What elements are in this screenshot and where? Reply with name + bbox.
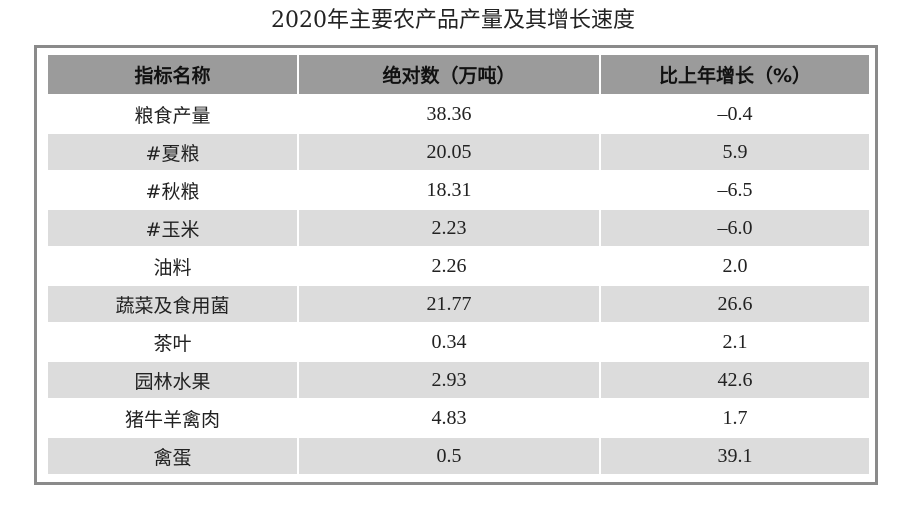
table-row: #秋粮 18.31 –6.5 (48, 170, 869, 208)
cell-value: 2.26 (299, 246, 601, 284)
cell-name: #玉米 (48, 208, 299, 246)
table-row: #夏粮 20.05 5.9 (48, 132, 869, 170)
table-row: 猪牛羊禽肉 4.83 1.7 (48, 398, 869, 436)
cell-growth: 39.1 (601, 436, 869, 474)
cell-growth: 1.7 (601, 398, 869, 436)
cell-value: 4.83 (299, 398, 601, 436)
cell-name: 油料 (48, 246, 299, 284)
cell-name: 粮食产量 (48, 94, 299, 132)
cell-value: 2.23 (299, 208, 601, 246)
cell-name: #秋粮 (48, 170, 299, 208)
header-absolute-value: 绝对数（万吨） (299, 55, 601, 94)
table-row: 蔬菜及食用菌 21.77 26.6 (48, 284, 869, 322)
table-row: 园林水果 2.93 42.6 (48, 360, 869, 398)
cell-name: #夏粮 (48, 132, 299, 170)
cell-value: 2.93 (299, 360, 601, 398)
cell-value: 21.77 (299, 284, 601, 322)
cell-name: 园林水果 (48, 360, 299, 398)
production-table: 指标名称 绝对数（万吨） 比上年增长（%） 粮食产量 38.36 –0.4 #夏… (48, 55, 869, 474)
cell-value: 0.34 (299, 322, 601, 360)
table-row: 茶叶 0.34 2.1 (48, 322, 869, 360)
cell-growth: 2.0 (601, 246, 869, 284)
header-growth-rate: 比上年增长（%） (601, 55, 869, 94)
table-row: #玉米 2.23 –6.0 (48, 208, 869, 246)
table-title: 2020年主要农产品产量及其增长速度 (271, 8, 635, 33)
cell-growth: 2.1 (601, 322, 869, 360)
cell-growth: 26.6 (601, 284, 869, 322)
cell-growth: –0.4 (601, 94, 869, 132)
table-frame: 指标名称 绝对数（万吨） 比上年增长（%） 粮食产量 38.36 –0.4 #夏… (34, 45, 878, 485)
cell-growth: –6.0 (601, 208, 869, 246)
table-row: 油料 2.26 2.0 (48, 246, 869, 284)
cell-growth: 42.6 (601, 360, 869, 398)
header-indicator-name: 指标名称 (48, 55, 299, 94)
cell-value: 20.05 (299, 132, 601, 170)
table-row: 禽蛋 0.5 39.1 (48, 436, 869, 474)
cell-name: 蔬菜及食用菌 (48, 284, 299, 322)
cell-value: 38.36 (299, 94, 601, 132)
table-row: 粮食产量 38.36 –0.4 (48, 94, 869, 132)
header-row: 指标名称 绝对数（万吨） 比上年增长（%） (48, 55, 869, 94)
cell-growth: 5.9 (601, 132, 869, 170)
cell-growth: –6.5 (601, 170, 869, 208)
cell-name: 禽蛋 (48, 436, 299, 474)
cell-name: 茶叶 (48, 322, 299, 360)
cell-name: 猪牛羊禽肉 (48, 398, 299, 436)
cell-value: 0.5 (299, 436, 601, 474)
cell-value: 18.31 (299, 170, 601, 208)
